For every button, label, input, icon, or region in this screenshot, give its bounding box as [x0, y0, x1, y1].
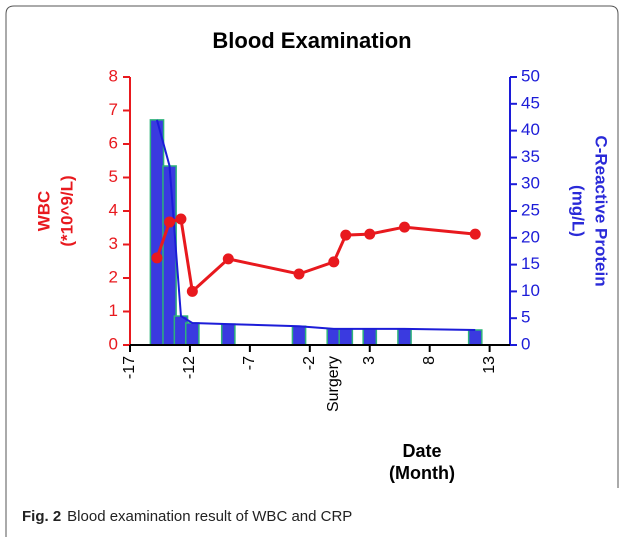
wbc-point — [151, 252, 163, 264]
x-tick-label: -12 — [181, 356, 198, 379]
y-tick-label: 6 — [109, 133, 118, 152]
x-tick-label: -7 — [241, 356, 258, 370]
y-tick-label: 5 — [109, 167, 118, 186]
x-axis-label: Date — [402, 441, 441, 461]
bar — [362, 328, 378, 346]
bar — [397, 328, 412, 346]
y2-tick-label: 5 — [521, 308, 530, 327]
y-axis-label: (*10^9/L) — [57, 175, 76, 246]
y2-tick-label: 10 — [521, 281, 540, 300]
bar — [338, 328, 354, 346]
wbc-point — [399, 221, 411, 233]
wbc-point — [340, 229, 352, 241]
bar — [291, 325, 307, 346]
caption-label: Fig. 2 — [22, 508, 61, 525]
wbc-point — [222, 253, 234, 265]
bar — [184, 322, 200, 346]
x-axis-label: (Month) — [389, 463, 455, 483]
chart-title: Blood Examination — [212, 28, 411, 53]
wbc-point — [164, 216, 176, 228]
y2-axis-label: (mg/L) — [569, 185, 588, 237]
y-tick-label: 4 — [109, 200, 118, 219]
y-tick-label: 3 — [109, 234, 118, 253]
crp-line — [156, 119, 476, 331]
y-tick-label: 1 — [109, 301, 118, 320]
y-tick-label: 8 — [109, 66, 118, 85]
y2-tick-label: 20 — [521, 227, 540, 246]
wbc-point — [328, 256, 340, 268]
x-tick-label: -2 — [301, 356, 318, 370]
wbc-point — [293, 268, 305, 280]
y2-tick-label: 0 — [521, 334, 530, 353]
frame — [5, 5, 619, 537]
x-tick-label: 13 — [481, 356, 498, 374]
y-tick-label: 0 — [109, 334, 118, 353]
wbc-point — [364, 228, 376, 240]
x-tick-label: 3 — [361, 356, 378, 365]
y2-tick-label: 35 — [521, 147, 540, 166]
y2-tick-label: 30 — [521, 174, 540, 193]
wbc-point — [175, 213, 187, 225]
annotation: Surgery — [325, 356, 342, 412]
y-tick-label: 2 — [109, 267, 118, 286]
x-tick-label: 8 — [421, 356, 438, 365]
x-tick-label: -17 — [121, 356, 138, 379]
wbc-point — [469, 228, 481, 240]
caption-text: Blood examination result of WBC and CRP — [67, 508, 352, 525]
wbc-point — [186, 285, 198, 297]
y2-tick-label: 25 — [521, 200, 540, 219]
y2-tick-label: 50 — [521, 66, 540, 85]
bar — [149, 119, 165, 346]
bar — [326, 328, 342, 346]
y2-tick-label: 45 — [521, 93, 540, 112]
y-axis-label: WBC — [34, 191, 53, 232]
caption: Fig. 2 Blood examination result of WBC an… — [22, 508, 352, 525]
bar — [220, 323, 236, 346]
wbc-line — [155, 217, 476, 295]
y2-axis-label: C-Reactive Protein — [592, 135, 611, 286]
y-tick-label: 7 — [109, 100, 118, 119]
y2-tick-label: 15 — [521, 254, 540, 273]
y2-tick-label: 40 — [521, 120, 540, 139]
bar — [467, 329, 483, 346]
